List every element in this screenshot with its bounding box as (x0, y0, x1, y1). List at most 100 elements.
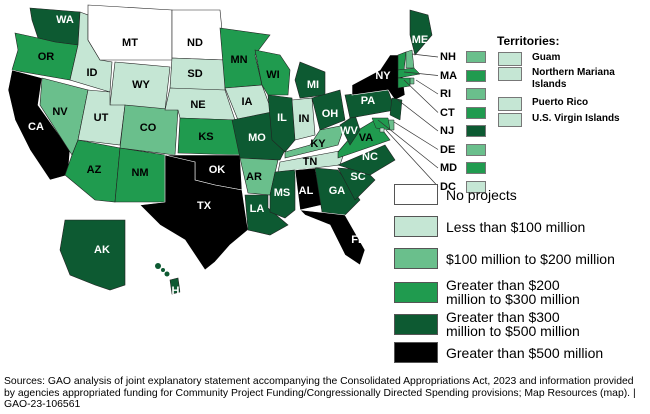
state-ak (59, 219, 126, 291)
leader-line (397, 99, 439, 132)
state-label-ok: OK (209, 164, 226, 176)
state-label-ks: KS (198, 131, 213, 143)
small-state-label: DE (440, 143, 456, 156)
legend-swatch (394, 342, 438, 363)
state-label-nm: NM (131, 167, 148, 179)
state-label-mi: MI (307, 79, 319, 91)
small-state-de: DE (440, 143, 486, 156)
legend-gt500: Greater than $500 million (394, 342, 603, 363)
state-label-ky: KY (310, 138, 326, 150)
state-fl (299, 209, 366, 266)
legend-swatch (394, 248, 438, 269)
state-vt (397, 51, 407, 71)
state-label-ia: IA (242, 96, 253, 108)
leader-line (393, 121, 439, 150)
territory-swatch (498, 97, 522, 111)
small-state-md: MD (440, 162, 486, 174)
state-tx (139, 154, 249, 271)
territory-puerto-rico: Puerto Rico (498, 97, 622, 111)
legend-swatch (394, 184, 438, 205)
legend-label: Greater than $500 million (446, 344, 604, 361)
state-label-nc: NC (362, 151, 378, 163)
state-ma (397, 67, 421, 79)
state-label-wv: WV (340, 125, 358, 137)
territory-swatch (498, 52, 522, 66)
small-state-label: RI (440, 88, 451, 100)
state-label-nv: NV (52, 106, 68, 118)
state-mn (219, 27, 271, 89)
state-hi-island (164, 271, 170, 277)
state-label-id: ID (87, 67, 98, 79)
state-nc (337, 144, 396, 176)
territory-us-virgin-islands: U.S. Virgin Islands (498, 113, 622, 127)
legend-100to200: $100 million to $200 million (394, 248, 615, 269)
state-label-az: AZ (87, 164, 102, 176)
state-label-tx: TX (197, 200, 212, 212)
territory-label: Puerto Rico (532, 97, 589, 108)
state-dc (379, 127, 385, 133)
small-state-swatch (466, 180, 486, 193)
state-nd (171, 9, 226, 61)
state-label-in: IN (299, 113, 310, 125)
state-label-va: VA (359, 132, 374, 144)
state-label-ne: NE (190, 99, 205, 111)
state-label-ak: AK (94, 244, 110, 256)
source-note: Sources: GAO analysis of joint explanato… (4, 376, 636, 410)
legend-label: Less than $100 million (446, 218, 586, 235)
state-label-pa: PA (361, 95, 376, 107)
leader-line (377, 119, 439, 169)
small-state-label: NJ (440, 125, 455, 137)
state-ri (409, 77, 415, 85)
territory-northern-mariana-islands: Northern Mariana Islands (498, 67, 622, 91)
legend-swatch (394, 313, 438, 335)
state-ga (314, 167, 361, 216)
legend-lt100: Less than $100 million (394, 216, 585, 237)
territory-swatch (498, 67, 522, 81)
state-label-oh: OH (322, 108, 339, 120)
small-state-nh: NH (440, 51, 486, 63)
leader-line (415, 79, 439, 95)
legend-200to300: Greater than $200 million to $300 millio… (394, 278, 596, 306)
legend-label: No projects (446, 186, 517, 203)
small-state-label: DC (440, 180, 456, 193)
state-label-wa: WA (56, 14, 74, 26)
state-hi (169, 277, 181, 295)
state-ny (351, 54, 406, 101)
small-state-swatch (466, 162, 486, 174)
state-wi (254, 49, 291, 96)
state-label-me: ME (412, 34, 429, 46)
state-nh (405, 49, 415, 69)
state-label-al: AL (299, 185, 314, 197)
territory-swatch (498, 113, 522, 127)
territory-label: U.S. Virgin Islands (532, 113, 620, 124)
state-ca (7, 69, 71, 181)
state-hi-island (161, 268, 165, 272)
state-label-mo: MO (248, 132, 266, 144)
small-state-dc: DC (440, 180, 486, 193)
state-label-hi: HI (172, 285, 183, 297)
small-state-ma: MA (440, 69, 486, 82)
small-state-swatch (466, 106, 486, 119)
territory-label: Northern Mariana Islands (532, 67, 615, 90)
state-label-ut: UT (94, 112, 109, 124)
state-ct (397, 77, 411, 89)
state-label-ms: MS (274, 187, 291, 199)
state-wv (339, 114, 361, 146)
state-la (244, 194, 289, 236)
territories-title: Territories: (497, 34, 560, 48)
legend-label: Greater than $200 million to $300 millio… (446, 277, 580, 307)
state-label-ga: GA (329, 185, 346, 197)
small-state-ri: RI (440, 88, 486, 100)
small-state-nj: NJ (440, 125, 486, 137)
state-label-sc: SC (350, 171, 365, 183)
small-state-swatch (466, 88, 486, 100)
state-label-wy: WY (132, 79, 150, 91)
state-label-or: OR (38, 51, 55, 63)
small-state-swatch (466, 125, 486, 137)
small-state-ct: CT (440, 106, 486, 119)
small-state-label: NH (440, 51, 456, 63)
state-label-ar: AR (246, 171, 262, 183)
small-state-swatch (466, 69, 486, 82)
small-state-swatch (466, 51, 486, 63)
